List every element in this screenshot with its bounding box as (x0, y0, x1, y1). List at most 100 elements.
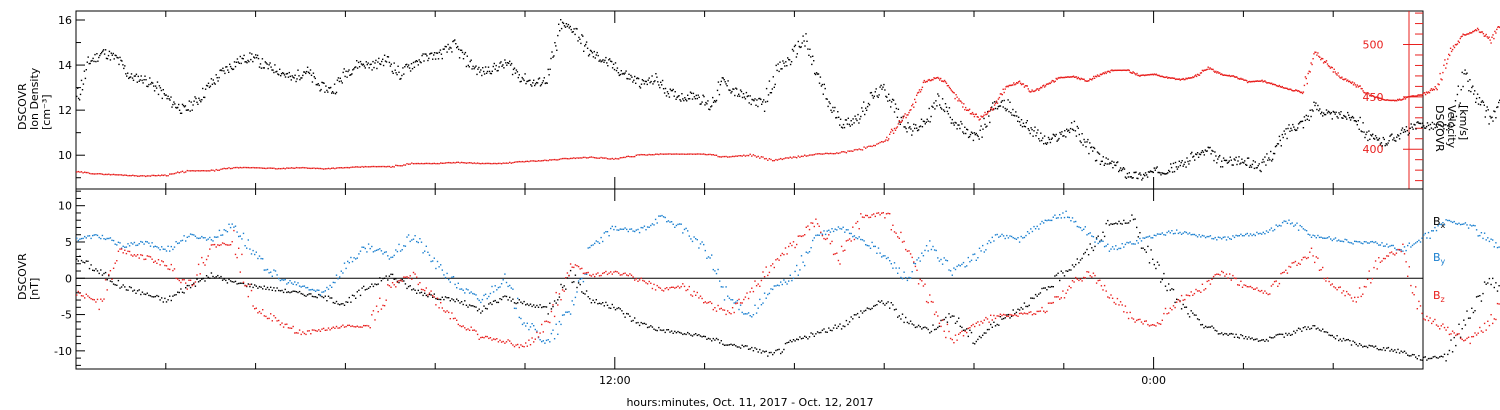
data-point (1319, 108, 1321, 110)
data-point (502, 296, 504, 298)
data-point (762, 156, 764, 158)
data-point (719, 342, 721, 344)
data-point (510, 342, 512, 345)
data-point (1300, 120, 1303, 123)
data-point (502, 279, 504, 281)
data-point (642, 227, 644, 229)
data-point (1044, 287, 1046, 289)
data-point (879, 252, 881, 254)
data-point (553, 55, 555, 57)
data-point (396, 250, 399, 253)
data-point (1022, 237, 1024, 239)
data-point (127, 175, 129, 177)
data-point (1263, 161, 1265, 163)
data-point (545, 82, 547, 84)
data-point (191, 109, 193, 111)
data-point (1098, 153, 1101, 155)
data-point (1480, 31, 1483, 33)
data-point (185, 240, 187, 242)
data-point (255, 285, 257, 287)
data-point (430, 260, 432, 263)
data-point (1004, 237, 1006, 240)
data-point (358, 166, 360, 168)
data-point (558, 320, 561, 323)
data-point (302, 285, 304, 287)
data-point (803, 40, 805, 42)
data-point (1256, 80, 1258, 82)
data-point (1395, 351, 1398, 354)
data-point (1237, 77, 1239, 80)
data-point (170, 96, 172, 98)
data-point (1073, 120, 1076, 123)
data-point (1488, 123, 1490, 125)
data-point (1435, 229, 1438, 232)
data-point (1140, 74, 1142, 77)
data-point (1065, 270, 1067, 272)
data-point (1297, 229, 1300, 231)
data-point (1359, 116, 1361, 119)
data-point (1196, 73, 1199, 76)
data-point (132, 243, 134, 245)
data-point (983, 114, 985, 116)
data-point (1014, 237, 1016, 240)
data-point (1281, 333, 1284, 336)
data-point (1148, 262, 1151, 264)
data-point (109, 270, 112, 272)
data-point (695, 153, 697, 155)
data-point (158, 85, 161, 87)
data-point (776, 284, 779, 286)
data-point (963, 132, 965, 135)
data-point (441, 162, 443, 164)
data-point (79, 93, 82, 96)
data-point (103, 53, 106, 55)
data-point (939, 104, 941, 106)
data-point (552, 304, 554, 306)
data-point (1275, 85, 1278, 87)
data-point (1376, 96, 1379, 99)
data-point (1438, 83, 1440, 86)
data-point (1405, 352, 1407, 354)
data-point (197, 103, 199, 105)
data-point (523, 322, 525, 324)
data-point (616, 229, 618, 231)
data-point (576, 291, 578, 293)
data-point (321, 168, 323, 170)
data-point (239, 282, 241, 284)
data-point (1415, 128, 1417, 130)
data-point (797, 338, 799, 341)
data-point (975, 132, 977, 135)
data-point (401, 280, 403, 282)
data-point (1413, 243, 1415, 245)
data-point (1065, 136, 1067, 138)
data-point (1209, 67, 1211, 69)
data-point (483, 162, 485, 165)
data-point (1347, 338, 1349, 341)
data-point (861, 239, 864, 241)
data-point (141, 241, 144, 243)
data-point (840, 228, 843, 230)
data-point (406, 287, 408, 290)
data-point (1230, 332, 1232, 335)
data-point (1168, 283, 1170, 285)
data-point (1443, 224, 1446, 226)
data-point (252, 166, 254, 169)
data-point (342, 324, 344, 326)
data-point (829, 329, 832, 331)
data-point (296, 78, 298, 80)
data-point (238, 62, 240, 64)
data-point (1051, 285, 1053, 288)
data-point (82, 295, 84, 297)
data-point (909, 126, 911, 128)
data-point (919, 125, 922, 127)
data-point (401, 165, 403, 167)
data-point (201, 278, 203, 280)
data-point (1307, 326, 1309, 328)
data-point (747, 348, 750, 350)
data-point (444, 311, 447, 313)
data-point (1181, 160, 1183, 162)
data-point (1078, 262, 1080, 264)
data-point (495, 64, 497, 67)
data-point (210, 169, 213, 171)
data-point (1446, 62, 1448, 65)
data-point (629, 156, 631, 158)
